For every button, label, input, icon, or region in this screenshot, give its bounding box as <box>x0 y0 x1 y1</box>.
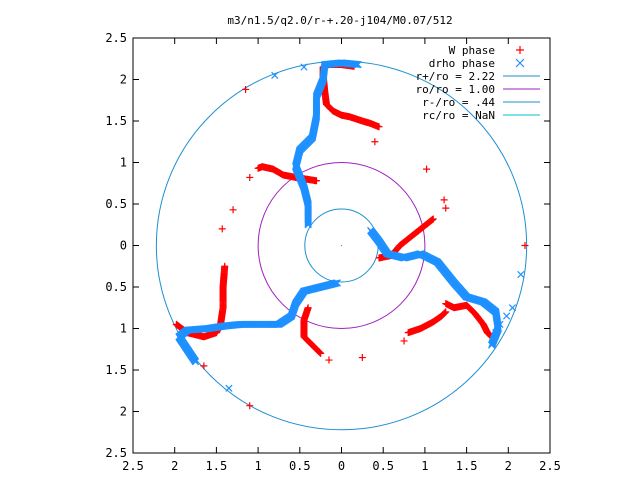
series-1 <box>175 59 525 392</box>
axis-ticks: 2.5 2 1.5 1 0.5 0 0.5 1 1.5 2 2.52.521.510.500.511… <box>105 31 561 473</box>
point-1-209 <box>354 60 362 69</box>
point-0-385 <box>442 308 450 316</box>
point-1-206 <box>351 60 359 68</box>
point-0-557 <box>317 349 325 357</box>
point-1-208 <box>353 60 361 69</box>
x-tick-label-4: 0.5 <box>289 459 311 473</box>
point-0-556 <box>316 349 324 357</box>
point-0-565 <box>442 204 450 212</box>
x-tick-label-6: 0.5 <box>372 459 394 473</box>
point-1-635 <box>508 304 517 312</box>
legend-marker-1 <box>515 58 525 68</box>
y-tick-label-2: 1.5 <box>105 114 127 128</box>
legend-label-4: r-/ro = .44 <box>422 96 495 109</box>
y-tick-label-9: 2 <box>120 405 127 419</box>
point-0-156 <box>254 164 262 172</box>
y-tick-label-6: 0.5 <box>105 280 127 294</box>
phase-series <box>172 59 529 410</box>
point-0-558 <box>242 85 250 93</box>
legend-label-5: rc/ro = NaN <box>422 109 495 122</box>
point-0-561 <box>218 225 226 233</box>
point-0-570 <box>246 402 254 410</box>
y-tick-label-8: 1.5 <box>105 363 127 377</box>
radius-circle-1 <box>257 162 426 329</box>
point-1-638 <box>492 329 500 337</box>
y-tick-label-1: 2 <box>120 73 127 87</box>
x-tick-label-2: 1.5 <box>206 459 228 473</box>
point-1-411 <box>487 341 496 349</box>
point-0-571 <box>200 362 208 370</box>
y-tick-label-10: 2.5 <box>105 446 127 460</box>
x-tick-label-1: 2 <box>171 459 178 473</box>
point-0-567 <box>358 354 366 362</box>
legend-label-1: drho phase <box>429 57 495 70</box>
point-0-91 <box>375 123 383 131</box>
point-0-384 <box>441 309 449 317</box>
x-tick-label-8: 1.5 <box>456 459 478 473</box>
y-tick-label-5: 0 <box>120 239 127 253</box>
point-1-630 <box>191 358 200 366</box>
legend-label-2: r+/ro = 2.22 <box>416 70 495 83</box>
center-dot <box>340 244 343 247</box>
point-0-566 <box>521 242 529 249</box>
legend-marker-0 <box>516 46 524 54</box>
point-0-568 <box>400 337 408 345</box>
point-1-633 <box>225 384 233 392</box>
x-tick-label-7: 1 <box>421 459 428 473</box>
x-tick-label-3: 1 <box>254 459 261 473</box>
point-1-207 <box>352 60 360 68</box>
point-1-634 <box>517 270 525 279</box>
point-0-563 <box>423 165 431 173</box>
x-tick-label-10: 2.5 <box>539 459 561 473</box>
y-tick-label-3: 1 <box>120 156 127 170</box>
legend-label-0: W phase <box>449 44 495 57</box>
y-tick-label-7: 1 <box>120 322 127 336</box>
y-tick-label-0: 2.5 <box>105 31 127 45</box>
point-0-569 <box>325 356 333 364</box>
x-tick-label-0: 2.5 <box>122 459 144 473</box>
point-1-632 <box>300 63 308 71</box>
x-tick-label-5: 0 <box>338 459 345 473</box>
point-1-631 <box>271 71 279 79</box>
y-tick-label-4: 0.5 <box>105 197 127 211</box>
legend-label-3: ro/ro = 1.00 <box>416 83 495 96</box>
point-0-559 <box>246 173 254 181</box>
point-0-501 <box>172 320 180 328</box>
point-1-636 <box>503 312 511 320</box>
point-0-272 <box>429 215 437 223</box>
chart-title: m3/n1.5/q2.0/r-+.20-j104/M0.07/512 <box>227 14 452 27</box>
point-0-564 <box>440 196 448 204</box>
x-tick-label-9: 2 <box>505 459 512 473</box>
point-0-383 <box>440 309 448 317</box>
point-0-562 <box>371 138 379 146</box>
point-1-637 <box>496 320 504 328</box>
point-0-555 <box>315 348 323 356</box>
point-0-560 <box>229 206 237 214</box>
